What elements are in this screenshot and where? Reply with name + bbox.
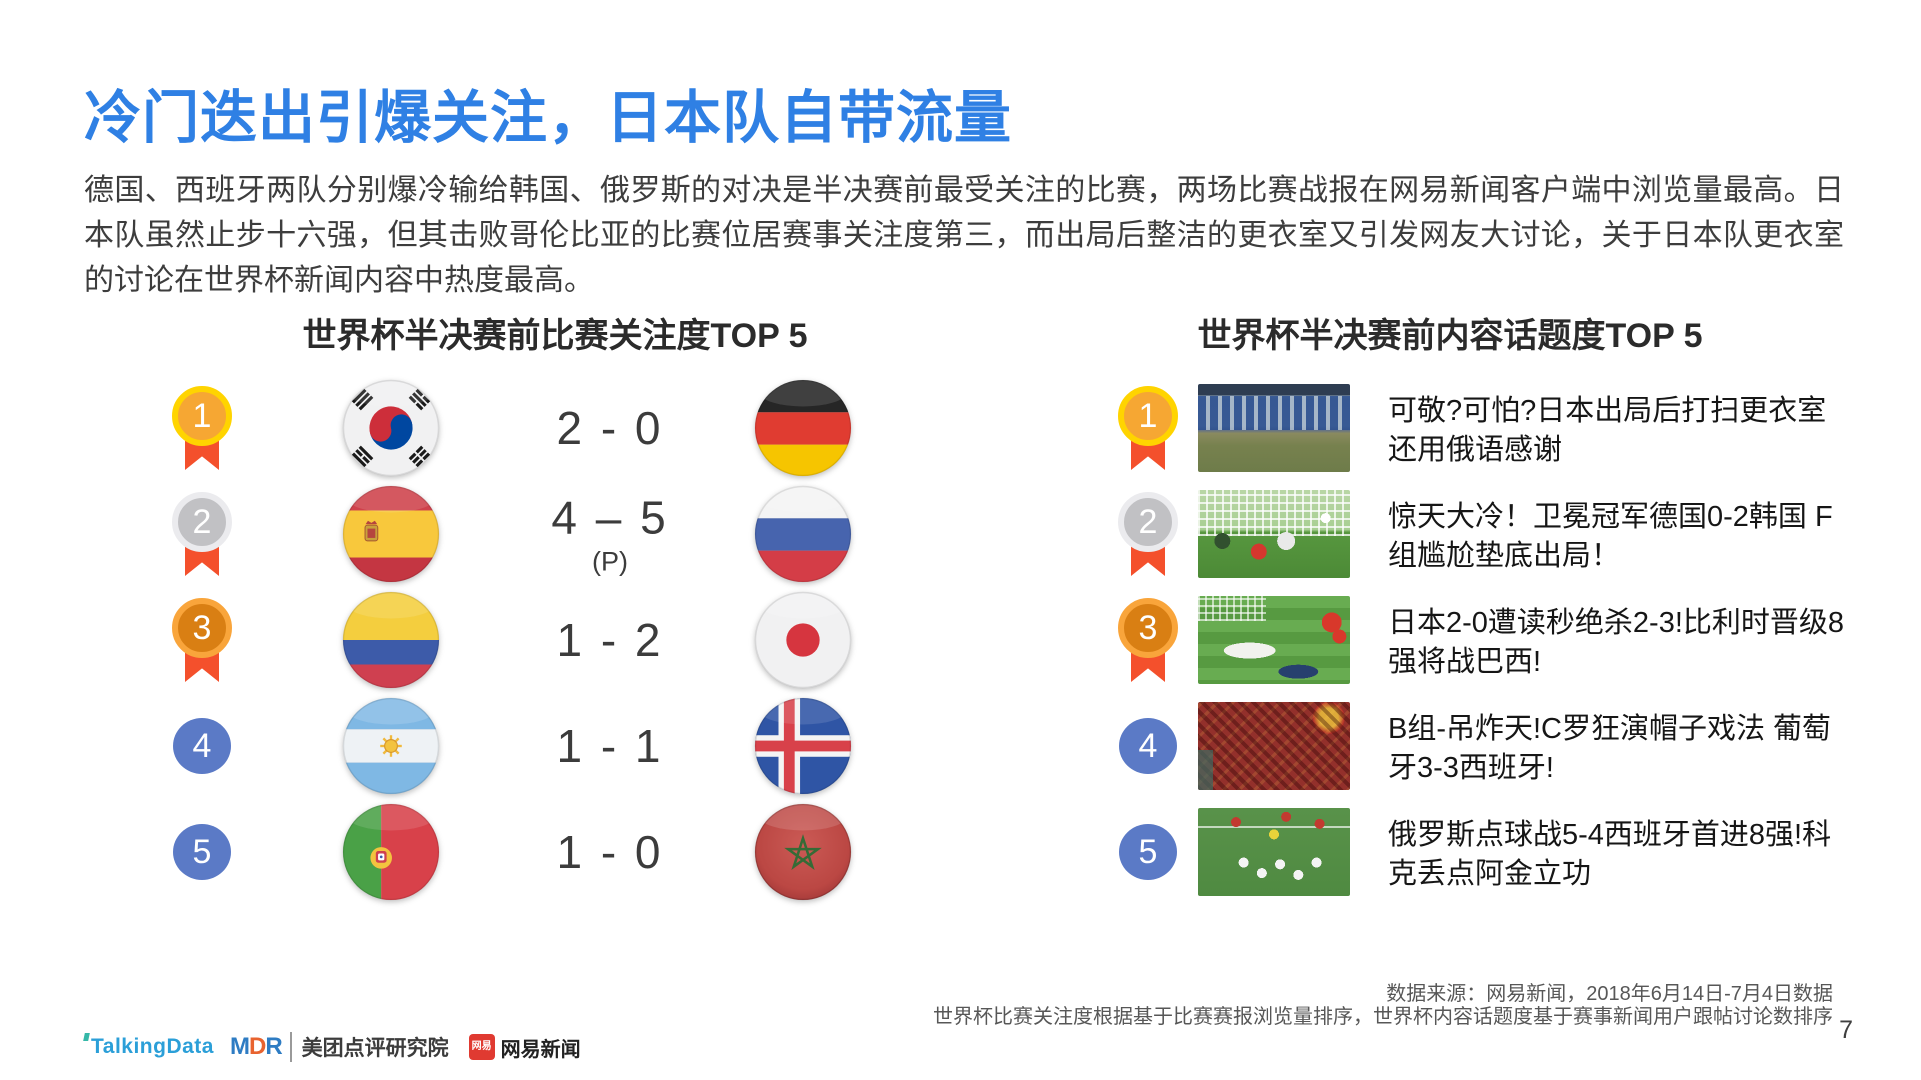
rank-3-medal: 3 (170, 598, 234, 682)
source-line-2: 世界杯比赛关注度根据基于比赛赛报浏览量排序，世界杯内容话题度基于赛事新闻用户跟帖… (933, 1006, 1833, 1028)
rank-number: 1 (172, 386, 232, 446)
rank-number: 3 (172, 598, 232, 658)
news-thumbnail-team-celebration (1198, 808, 1350, 896)
news-row: 5 俄罗斯点球战5-4西班牙首进8强!科克丢点阿金立功 (0, 797, 1921, 907)
news-row: 1 可敬?可怕?日本出局后打扫更衣室 还用俄语感谢 (0, 373, 1921, 483)
news-thumbnail-pitch-players (1198, 596, 1350, 684)
rank-1-medal: 1 (1116, 386, 1180, 470)
rank-number: 2 (172, 492, 232, 552)
mdr-letter-d: D (248, 1033, 266, 1060)
match-score: 1 - 2 (556, 614, 664, 666)
rank-2-medal: 2 (1116, 492, 1180, 576)
source-line-1: 数据来源：网易新闻，2018年6月14日-7月4日数据 (1386, 983, 1833, 1005)
logo-bar: TalkingData MDR 美团点评研究院 网易 网易新闻 (84, 1032, 581, 1062)
rank-number: 1 (1118, 386, 1178, 446)
page-number: 7 (1839, 1016, 1853, 1044)
flag-spain-icon (342, 485, 440, 583)
match-score: 2 - 0 (556, 402, 664, 454)
match-row: 2 4 – 5 (P) (0, 479, 1921, 589)
match-score: 1 - 0 (556, 826, 664, 878)
news-thumbnail-locker-room (1198, 384, 1350, 472)
rank-number: 4 (173, 718, 231, 774)
intro-paragraph: 德国、西班牙两队分别爆冷输给韩国、俄罗斯的对决是半决赛前最受关注的比赛，两场比赛… (84, 174, 1844, 297)
flag-colombia-icon (342, 591, 440, 689)
netease-news-logo: 网易新闻 (500, 1038, 581, 1061)
flag-japan-icon (754, 591, 852, 689)
rank-number: 5 (173, 824, 231, 880)
rank-1-medal: 1 (170, 386, 234, 470)
flag-iceland-icon (754, 697, 852, 795)
flag-russia-icon (754, 485, 852, 583)
flag-south-korea-icon (342, 379, 440, 477)
match-row: 3 1 - 2 (0, 585, 1921, 695)
right-section-title: 世界杯半决赛前内容话题度TOP 5 (1197, 317, 1703, 355)
rank-number: 4 (1119, 718, 1177, 774)
data-source-notes: 数据来源：网易新闻，2018年6月14日-7月4日数据 世界杯比赛关注度根据基于… (933, 983, 1833, 1029)
rank-5-badge: 5 (1116, 824, 1180, 880)
news-headline: 俄罗斯点球战5-4西班牙首进8强!科克丢点阿金立功 (1388, 819, 1832, 890)
talkingdata-logo: TalkingData (84, 1035, 214, 1059)
mdr-logo: MDR (229, 1033, 283, 1061)
flag-portugal-icon (342, 803, 440, 901)
meituan-dianping-institute-logo: 美团点评研究院 (289, 1032, 449, 1062)
news-thumbnail-fans-crowd (1198, 702, 1350, 790)
rank-number: 2 (1118, 492, 1178, 552)
news-headline: 日本2-0遭读秒绝杀2-3!比利时晋级8强将战巴西! (1388, 607, 1845, 678)
news-row: 2 惊天大冷！卫冕冠军德国0-2韩国 F组尴尬垫底出局！ (0, 479, 1921, 589)
page-title: 冷门迭出引爆关注，日本队自带流量 (84, 86, 1012, 150)
rank-2-medal: 2 (170, 492, 234, 576)
match-score: 1 - 1 (556, 720, 664, 772)
news-thumbnail-goal-scene (1198, 490, 1350, 578)
rank-5-badge: 5 (170, 824, 234, 880)
news-headline: 惊天大冷！卫冕冠军德国0-2韩国 F组尴尬垫底出局！ (1388, 501, 1833, 572)
news-row: 3 日本2-0遭读秒绝杀2-3!比利时晋级8强将战巴西! (0, 585, 1921, 695)
flag-germany-icon (754, 379, 852, 477)
rank-4-badge: 4 (170, 718, 234, 774)
match-score: 4 – 5 (551, 491, 669, 544)
news-headline: B组-吊炸天!C罗狂演帽子戏法 葡萄牙3-3西班牙! (1388, 713, 1832, 784)
flag-argentina-icon (342, 697, 440, 795)
rank-number: 3 (1118, 598, 1178, 658)
rank-number: 5 (1119, 824, 1177, 880)
news-headline: 可敬?可怕?日本出局后打扫更衣室 还用俄语感谢 (1388, 395, 1827, 466)
rank-4-badge: 4 (1116, 718, 1180, 774)
score-note: (P) (592, 546, 628, 577)
mdr-letter-m: M (229, 1033, 250, 1060)
match-row: 1 2 - 0 (0, 373, 1921, 483)
left-section-title: 世界杯半决赛前比赛关注度TOP 5 (302, 317, 808, 355)
match-row: 5 1 - 0 (0, 797, 1921, 907)
mdr-letter-r: R (265, 1033, 282, 1060)
match-row: 4 1 - 1 (0, 691, 1921, 801)
netease-icon: 网易 (468, 1034, 495, 1060)
news-row: 4 B组-吊炸天!C罗狂演帽子戏法 葡萄牙3-3西班牙! (0, 691, 1921, 801)
flag-morocco-icon (754, 803, 852, 901)
rank-3-medal: 3 (1116, 598, 1180, 682)
